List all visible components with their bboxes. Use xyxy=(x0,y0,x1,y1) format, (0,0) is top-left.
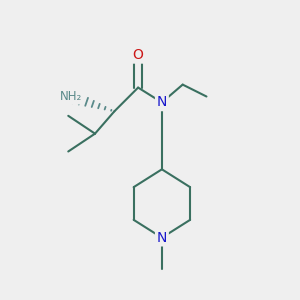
Text: O: O xyxy=(133,48,143,62)
Text: N: N xyxy=(157,231,167,245)
Text: NH₂: NH₂ xyxy=(60,90,82,103)
Text: N: N xyxy=(157,95,167,110)
